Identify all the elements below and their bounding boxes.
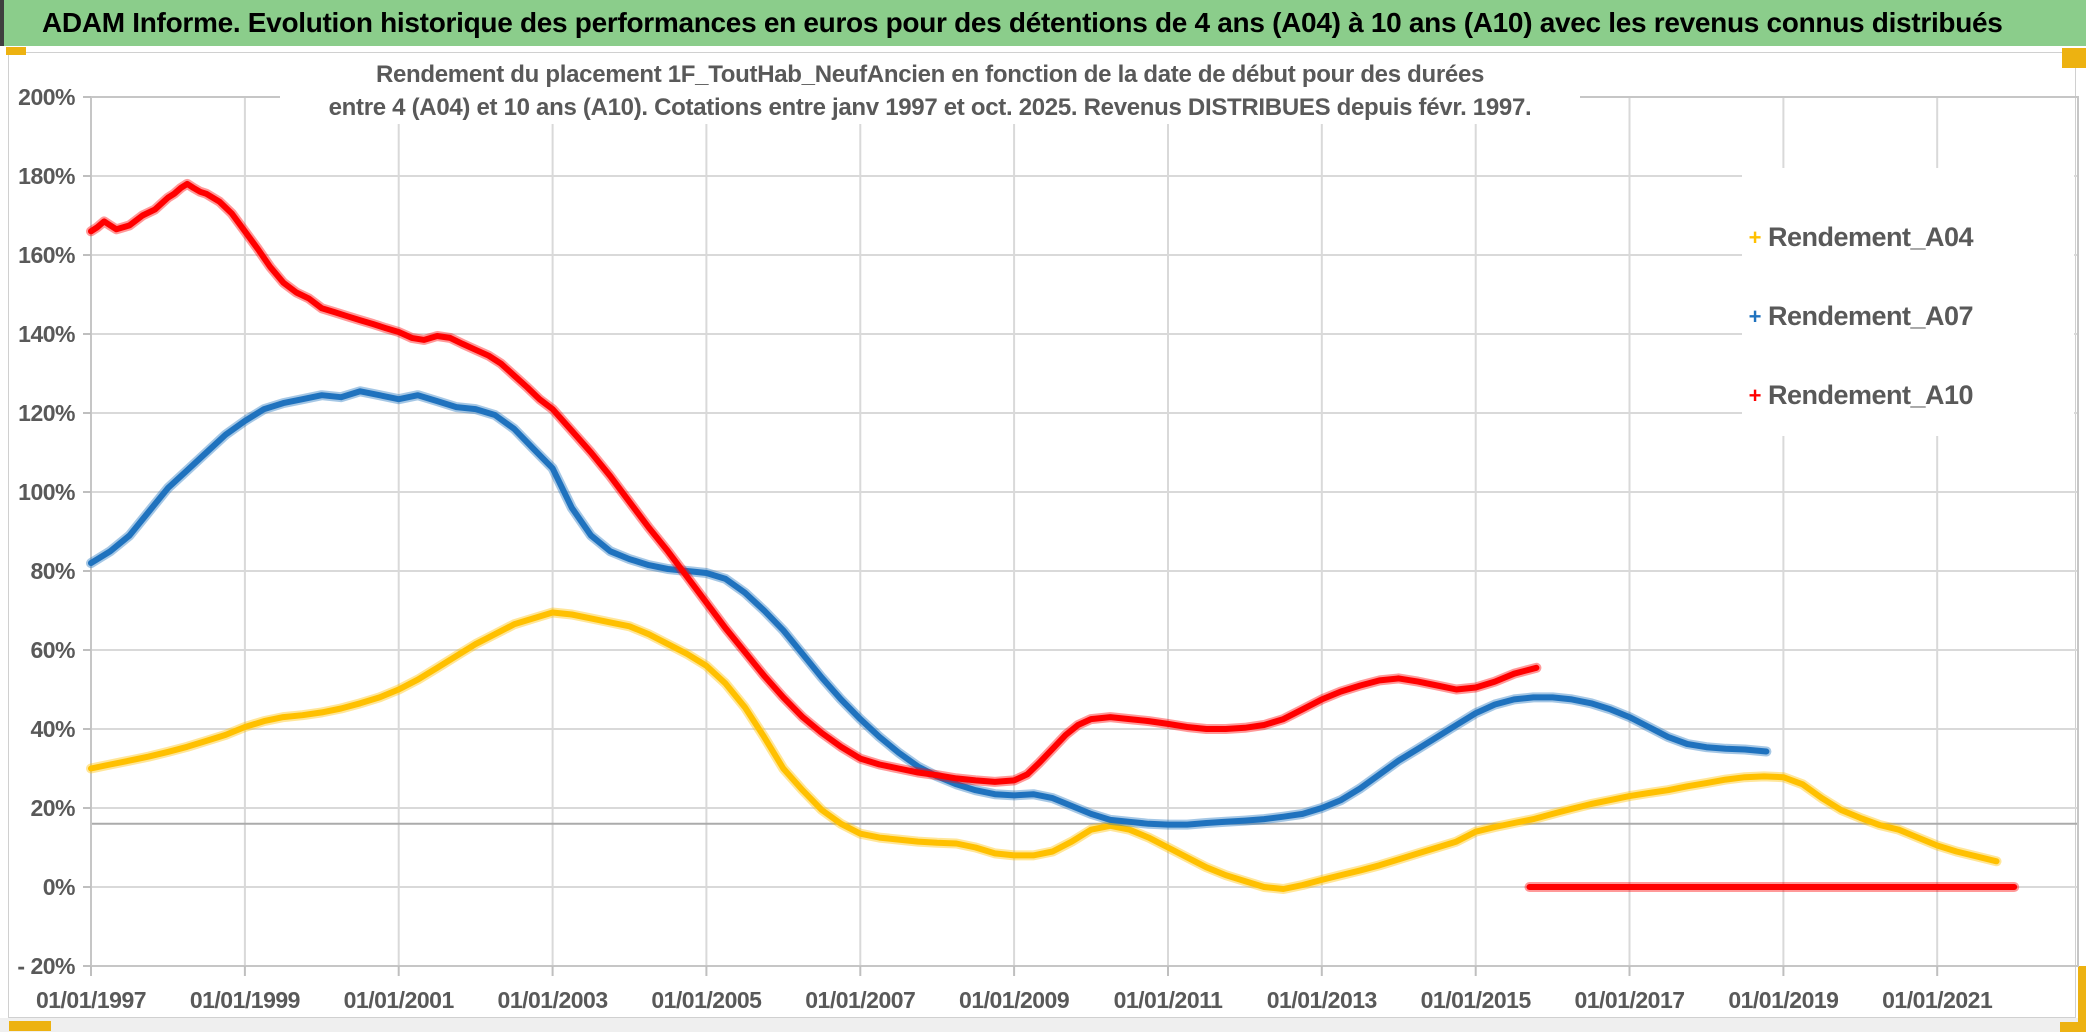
banner-left-edge [0,0,4,46]
x-tick-label: 01/01/2019 [1728,987,1838,1013]
x-tick-label: 01/01/2015 [1421,987,1532,1013]
y-tick-label: 180% [18,163,75,189]
banner-title: ADAM Informe. Evolution historique des p… [42,7,2003,38]
plus-marker-icon: + [1748,303,1762,329]
y-tick-label: 60% [30,637,75,663]
legend-item-a04: + Rendement_A04 [1742,198,2074,277]
y-tick-label: 40% [30,716,75,742]
plus-marker-icon: + [1748,382,1762,408]
chart-title: Rendement du placement 1F_ToutHab_NeufAn… [280,58,1580,124]
legend-label: Rendement_A07 [1768,301,1974,331]
y-tick-label: 20% [30,795,75,821]
chart-title-line1: Rendement du placement 1F_ToutHab_NeufAn… [375,61,1485,88]
gold-accent-top-left [6,47,26,55]
gold-accent-bottom-left [9,1021,51,1031]
series-Rendement_A04 [88,609,2000,892]
x-tick-label: 01/01/2017 [1574,987,1684,1013]
legend-label: Rendement_A04 [1768,222,1974,252]
chart-legend: + Rendement_A04 + Rendement_A07 + Rendem… [1742,168,2074,436]
chart-frame [8,52,2076,1018]
x-tick-label: 01/01/2021 [1882,987,1993,1013]
x-tick-label: 01/01/1999 [190,987,300,1013]
chart-title-line2: entre 4 (A04) et 10 ans (A10). Cotations… [328,94,1532,121]
y-tick-label: 120% [18,400,75,426]
series-halo-Rendement_A07 [86,386,1772,830]
x-tick-label: 01/01/2001 [344,987,455,1013]
bottom-strip [0,1018,2086,1032]
series-Rendement_A10 [88,180,1540,785]
y-tick-label: 100% [18,479,75,505]
y-tick-label: 200% [18,84,75,110]
gold-accent-bottom-right [2060,1022,2086,1032]
legend-item-a10: + Rendement_A10 [1742,356,2074,435]
x-tick-label: 01/01/2009 [959,987,1069,1013]
x-tick-label: 01/01/2011 [1114,987,1224,1013]
y-tick-label: 0% [43,874,75,900]
x-tick-label: 01/01/2013 [1267,987,1377,1013]
y-tick-label: - 20% [17,953,75,979]
banner: ADAM Informe. Evolution historique des p… [0,0,2086,46]
y-tick-label: 140% [18,321,75,347]
y-tick-label: 80% [30,558,75,584]
y-tick-label: 160% [18,242,75,268]
series-Rendement_A07 [88,388,1770,828]
legend-item-a07: + Rendement_A07 [1742,277,2074,356]
x-tick-label: 01/01/1997 [36,987,146,1013]
legend-label: Rendement_A10 [1768,380,1974,410]
gold-accent-top-right [2062,48,2086,68]
gold-accent-right-strip [2078,966,2086,1032]
plus-marker-icon: + [1748,224,1762,250]
x-tick-label: 01/01/2005 [651,987,762,1013]
x-tick-label: 01/01/2007 [805,987,915,1013]
x-tick-label: 01/01/2003 [498,987,608,1013]
series-halo-Rendement_A10 [86,178,1542,787]
